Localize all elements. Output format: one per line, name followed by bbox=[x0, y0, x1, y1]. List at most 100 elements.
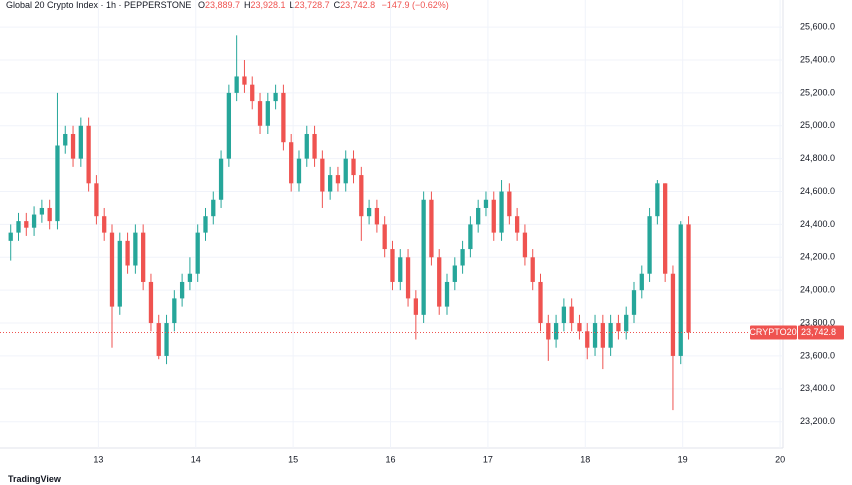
candle-body bbox=[476, 207, 481, 225]
last-price-label: 23,742.8 bbox=[801, 327, 836, 337]
candle-body bbox=[655, 183, 660, 217]
candle-body bbox=[437, 257, 442, 307]
ohlc-value: 23,928.1 bbox=[250, 0, 286, 10]
candle-body bbox=[390, 249, 395, 282]
y-tick-label: 24,000.0 bbox=[800, 285, 835, 295]
candle-body bbox=[670, 273, 676, 356]
candle-body bbox=[585, 331, 590, 348]
candle-body bbox=[179, 281, 185, 299]
candle-body bbox=[452, 265, 457, 282]
candle-body bbox=[514, 216, 520, 233]
candle-body bbox=[86, 125, 91, 184]
candle-body bbox=[631, 290, 637, 315]
candle-body bbox=[468, 224, 473, 250]
y-tick-label: 24,400.0 bbox=[800, 219, 835, 229]
y-tick-label: 25,000.0 bbox=[800, 120, 835, 130]
y-tick-label: 25,400.0 bbox=[800, 54, 835, 64]
candle-body bbox=[39, 207, 45, 215]
ohlc-values: O23,889.7 H23,928.1 L23,728.7 C23,742.8 bbox=[194, 0, 375, 10]
candle-body bbox=[70, 133, 76, 159]
x-tick-label: 15 bbox=[288, 454, 298, 464]
candle-body bbox=[55, 145, 60, 222]
candle-body bbox=[242, 76, 247, 85]
y-tick-label: 23,400.0 bbox=[800, 383, 835, 393]
y-tick-label: 24,200.0 bbox=[800, 252, 835, 262]
candle-body bbox=[335, 175, 341, 184]
watermark: TradingView bbox=[8, 474, 61, 484]
candle-body bbox=[172, 298, 177, 324]
candle-body bbox=[343, 158, 348, 184]
candle-body bbox=[374, 207, 380, 225]
candle-body bbox=[522, 232, 528, 258]
candle-body bbox=[187, 273, 193, 282]
candle-body bbox=[234, 76, 239, 93]
candle-body bbox=[366, 207, 372, 217]
candle-body bbox=[148, 281, 154, 324]
candle-body bbox=[164, 323, 169, 356]
x-tick-label: 18 bbox=[580, 454, 590, 464]
x-tick-label: 14 bbox=[191, 454, 201, 464]
candle-body bbox=[405, 257, 411, 299]
ohlc-key: O bbox=[197, 0, 205, 10]
x-tick-label: 16 bbox=[386, 454, 396, 464]
x-tick-label: 17 bbox=[483, 454, 493, 464]
y-tick-label: 25,200.0 bbox=[800, 87, 835, 97]
ohlc-key: L bbox=[289, 0, 295, 10]
candle-body bbox=[639, 273, 644, 291]
candle-body bbox=[218, 158, 224, 200]
candle-body bbox=[289, 142, 294, 184]
candle-body bbox=[31, 214, 37, 228]
candle-body bbox=[600, 323, 605, 348]
candle-body bbox=[460, 249, 465, 266]
last-price-box bbox=[798, 325, 844, 340]
chart: 23,200.0 23,400.0 23,600.0 23,800.0 24,000.0… bbox=[0, 0, 844, 464]
candle-body bbox=[109, 232, 115, 307]
candle-body bbox=[561, 306, 567, 324]
ohlc-value: 23,728.7 bbox=[294, 0, 330, 10]
ohlc-key: C bbox=[333, 0, 341, 10]
candle-body bbox=[125, 240, 130, 266]
candle-body bbox=[647, 216, 652, 274]
candle-body bbox=[102, 216, 107, 233]
candle-body bbox=[133, 232, 138, 266]
y-tick-label: 24,800.0 bbox=[800, 153, 835, 163]
candle-body bbox=[203, 216, 208, 233]
candle-body bbox=[250, 84, 255, 102]
y-tick-label: 23,800.0 bbox=[800, 317, 835, 327]
candle-body bbox=[663, 183, 668, 274]
candle-body bbox=[226, 92, 232, 159]
candle-body bbox=[499, 191, 504, 233]
y-tick-label: 23,600.0 bbox=[800, 350, 835, 360]
candle-body bbox=[47, 207, 52, 222]
candle-body bbox=[678, 224, 683, 356]
candle-body bbox=[444, 281, 450, 307]
x-tick-label: 19 bbox=[678, 454, 688, 464]
candle-body bbox=[304, 133, 309, 159]
candle-body bbox=[382, 224, 387, 250]
candle-body bbox=[538, 281, 543, 324]
y-tick-label: 25,600.0 bbox=[800, 22, 835, 32]
x-tick-label: 20 bbox=[775, 454, 785, 464]
candle-body bbox=[8, 232, 13, 241]
candle-body bbox=[273, 92, 278, 102]
candle-body bbox=[265, 101, 270, 126]
candle-body bbox=[63, 133, 68, 146]
candle-body bbox=[281, 92, 286, 143]
candle-body bbox=[577, 323, 582, 332]
candle-body bbox=[211, 199, 216, 217]
candle-body bbox=[608, 323, 613, 348]
candle-body bbox=[413, 298, 418, 315]
candle-body bbox=[398, 257, 403, 282]
candle-body bbox=[569, 306, 574, 324]
candle-body bbox=[483, 199, 489, 208]
ohlc-value: 23,742.8 bbox=[340, 0, 376, 10]
candle-body bbox=[296, 158, 302, 184]
candle-body bbox=[686, 224, 691, 333]
symbol-tag: CRYPTO20 bbox=[749, 327, 796, 337]
candle-body bbox=[491, 199, 496, 233]
candle-body bbox=[328, 175, 333, 192]
candle-body bbox=[117, 240, 122, 307]
y-tick-label: 24,600.0 bbox=[800, 186, 835, 196]
candle-body bbox=[351, 158, 356, 176]
